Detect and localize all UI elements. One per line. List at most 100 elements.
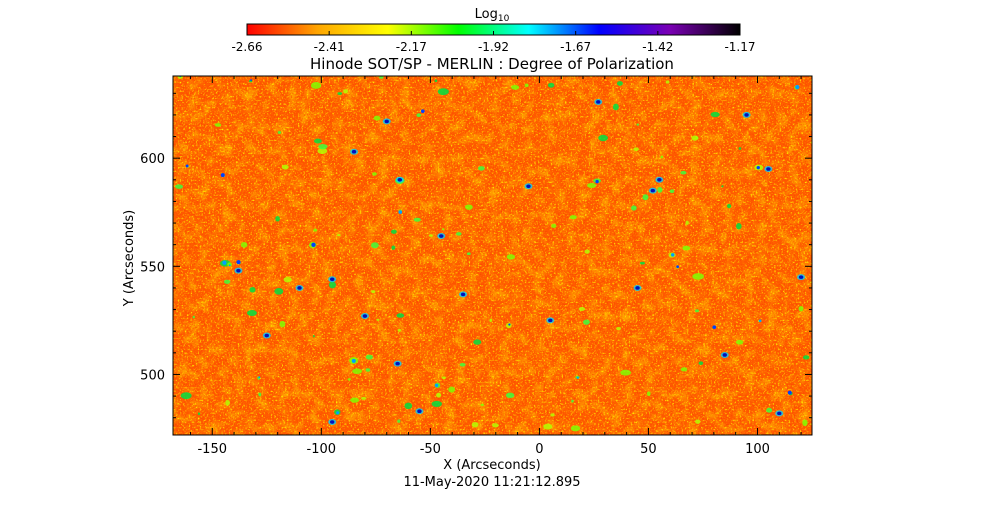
y-axis-label: Y (Arcseconds) [122,210,137,307]
colorbar-tick-label: -2.41 [314,40,345,54]
polarization-patch [352,368,363,375]
polarization-patch [570,425,581,432]
colorbar-tick-label: -1.67 [560,40,591,54]
polarization-patch [550,413,555,417]
heatmap-patches [175,76,810,432]
polarization-core [351,358,356,363]
polarization-patch [390,229,397,234]
polarization-patch [571,399,574,403]
colorbar-label: Log10 [475,7,510,24]
polarization-core-dark [798,275,804,279]
x-tick-label: 0 [535,442,543,457]
polarization-patch [738,147,742,150]
polarization-patch [511,84,520,90]
polarization-patch [480,403,484,407]
colorbar: Log10 -2.66 -2.41 -2.17 -1.92 -1.67 -1.42 -1.1… [231,7,755,54]
polarization-patch [727,203,732,209]
polarization-patch [636,123,640,126]
x-tick-label: 50 [640,442,657,457]
polarization-patch [612,103,619,111]
polarization-core-dark [635,286,640,290]
polarization-patch [547,82,555,88]
polarization-patch [587,182,597,189]
polarization-patch [698,361,704,366]
polarization-patch [192,315,195,319]
polarization-patch [361,396,367,400]
polarization-core-dark [417,409,422,414]
polarization-core [250,79,253,81]
polarization-patch [197,412,201,416]
polarization-patch [473,339,482,345]
polarization-patch [736,223,742,230]
polarization-patch [365,354,373,360]
plot-frame [172,75,813,436]
polarization-patch [373,115,381,121]
polarization-patch [631,205,637,211]
polarization-patch [802,355,810,360]
polarization-patch [223,279,231,284]
polarization-patch [246,310,257,316]
chart-title: Hinode SOT/SP - MERLIN : Degree of Polar… [310,55,674,73]
polarization-core-dark [264,333,269,338]
polarization-core-dark [395,361,400,366]
polarization-patch [404,402,413,409]
x-tick-label: -50 [420,442,441,457]
polarization-patch [350,397,359,403]
polarization-patch [639,261,645,265]
polarization-core [398,210,403,214]
polarization-patch [441,376,447,379]
polarization-patch [175,184,184,189]
polarization-core [671,253,675,257]
polarization-core-dark [439,234,444,238]
polarization-core [787,390,792,395]
polarization-core [595,179,599,184]
polarization-patch [397,419,401,423]
polarization-core [420,109,425,113]
polarization-patch [642,194,649,201]
polarization-patch [598,134,608,142]
polarization-core [336,411,340,415]
polarization-core-dark [384,119,389,124]
polarization-patch [660,155,664,159]
polarization-patch [275,215,280,222]
polarization-core-dark [236,268,241,273]
polarization-patch [437,88,449,96]
polarization-patch [391,245,396,250]
polarization-patch [798,305,804,312]
polarization-patch [682,245,691,251]
polarization-core-dark [526,184,531,189]
polarization-core-dark [657,178,662,182]
polarization-patch [180,392,192,400]
polarization-patch [318,143,328,150]
polarization-patch [620,369,632,376]
polarization-patch [506,254,516,260]
polarization-patch [505,392,515,399]
polarization-patch [431,400,442,408]
polarization-core-dark [362,314,368,318]
polarization-patch [448,386,455,393]
polarization-core [756,165,760,170]
polarization-patch [455,232,462,236]
polarization-core-dark [397,178,403,182]
polarization-core [311,242,316,247]
polarization-patch [283,276,292,283]
polarization-patch [685,220,689,225]
polarization-patch [680,170,687,175]
y-axis: 500 550 600 [140,92,812,419]
polarization-patch [616,327,621,331]
polarization-patch [584,249,590,254]
colorbar-tick-label: -2.17 [396,40,427,54]
polarization-patch [343,89,348,94]
polarization-patch [281,164,289,170]
polarization-patch [695,419,701,424]
heatmap-image [173,76,812,435]
y-tick-label: 500 [140,368,165,383]
polarization-patch [177,76,184,79]
polarization-patch [397,328,402,332]
polarization-core [576,376,579,379]
polarization-patch [279,320,286,328]
polarization-patch [669,189,675,194]
colorbar-tick-label: -1.42 [642,40,673,54]
polarization-patch [466,252,471,256]
polarization-patch [680,367,688,372]
